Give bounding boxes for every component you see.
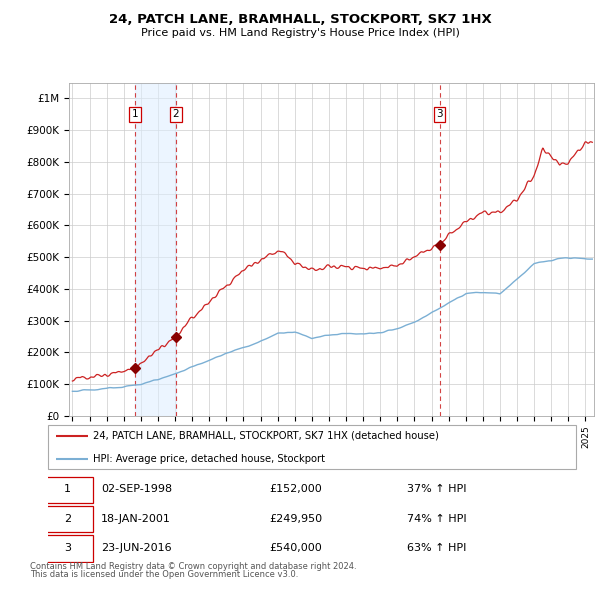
FancyBboxPatch shape [43, 506, 93, 532]
Text: 2: 2 [172, 109, 179, 119]
Text: 18-JAN-2001: 18-JAN-2001 [101, 514, 170, 524]
Bar [135, 83, 176, 416]
Text: £540,000: £540,000 [270, 543, 323, 553]
Text: Price paid vs. HM Land Registry's House Price Index (HPI): Price paid vs. HM Land Registry's House … [140, 28, 460, 38]
FancyBboxPatch shape [48, 425, 576, 469]
Text: 2: 2 [64, 514, 71, 524]
FancyBboxPatch shape [43, 477, 93, 503]
Text: 63% ↑ HPI: 63% ↑ HPI [407, 543, 466, 553]
Text: 02-SEP-1998: 02-SEP-1998 [101, 484, 172, 494]
Text: 23-JUN-2016: 23-JUN-2016 [101, 543, 172, 553]
Text: 3: 3 [436, 109, 443, 119]
Text: £249,950: £249,950 [270, 514, 323, 524]
Text: 24, PATCH LANE, BRAMHALL, STOCKPORT, SK7 1HX (detached house): 24, PATCH LANE, BRAMHALL, STOCKPORT, SK7… [93, 431, 439, 441]
Text: 1: 1 [132, 109, 139, 119]
Text: This data is licensed under the Open Government Licence v3.0.: This data is licensed under the Open Gov… [30, 571, 298, 579]
Text: £152,000: £152,000 [270, 484, 323, 494]
Text: 37% ↑ HPI: 37% ↑ HPI [407, 484, 467, 494]
FancyBboxPatch shape [43, 535, 93, 562]
Text: 74% ↑ HPI: 74% ↑ HPI [407, 514, 467, 524]
Text: Contains HM Land Registry data © Crown copyright and database right 2024.: Contains HM Land Registry data © Crown c… [30, 562, 356, 571]
Text: 3: 3 [64, 543, 71, 553]
Text: 24, PATCH LANE, BRAMHALL, STOCKPORT, SK7 1HX: 24, PATCH LANE, BRAMHALL, STOCKPORT, SK7… [109, 13, 491, 26]
Text: 1: 1 [64, 484, 71, 494]
Text: HPI: Average price, detached house, Stockport: HPI: Average price, detached house, Stoc… [93, 454, 325, 464]
